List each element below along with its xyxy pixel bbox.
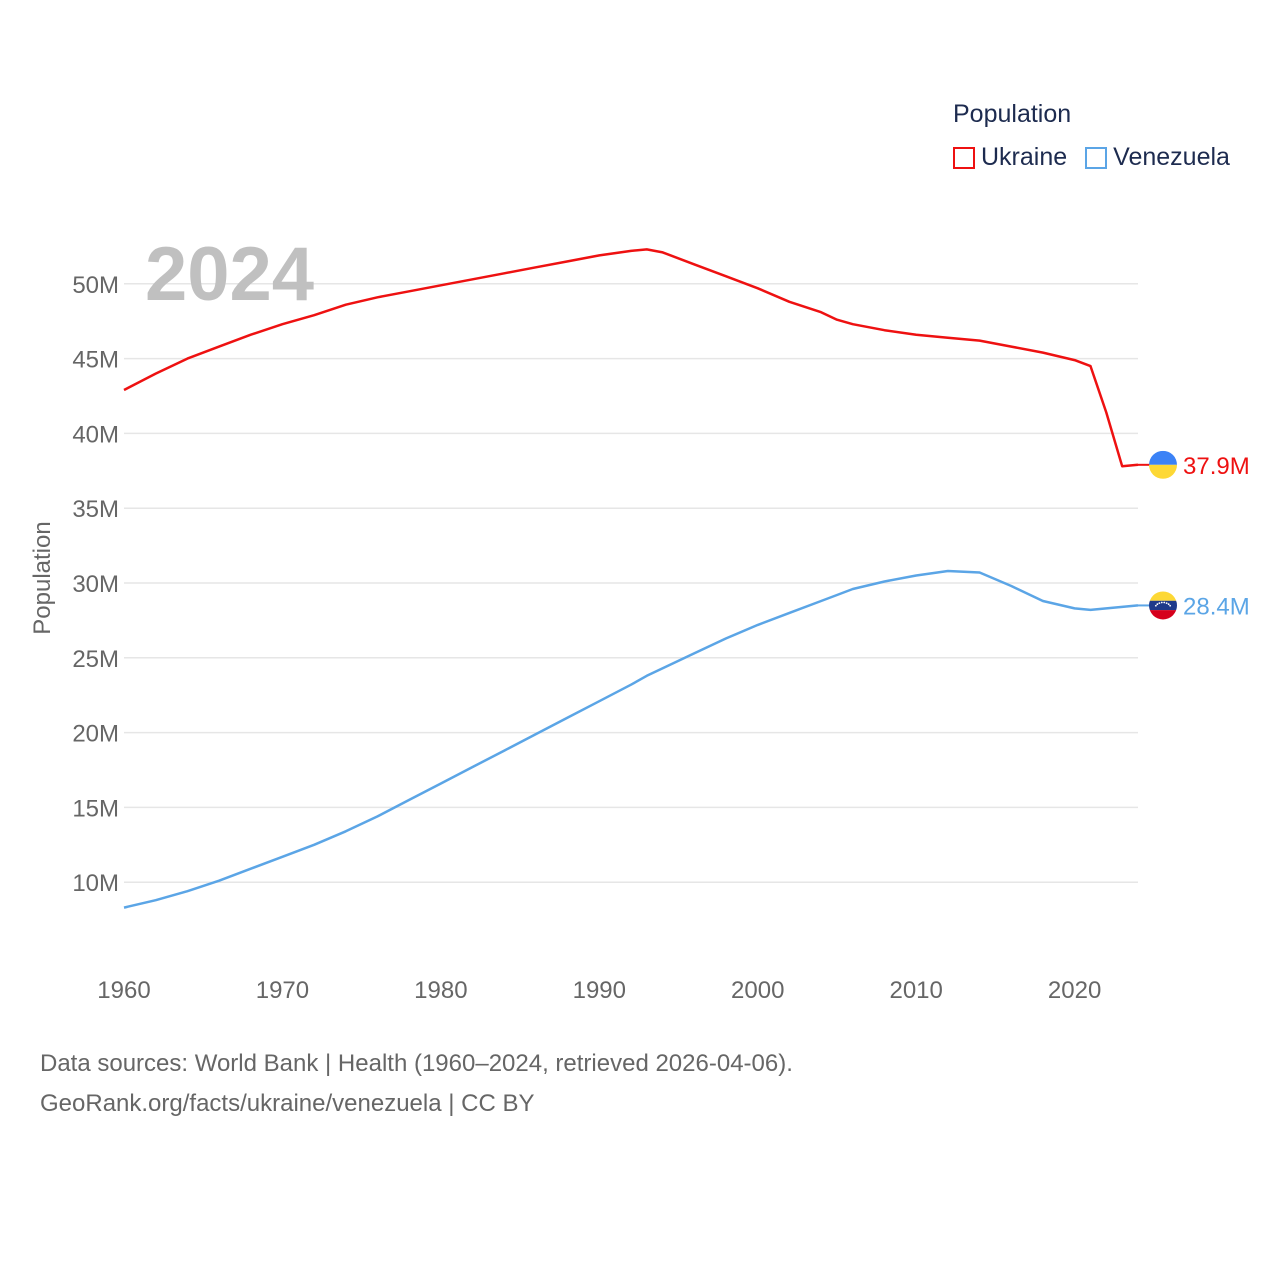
grid-lines (124, 283, 1138, 883)
footer: Data sources: World Bank | Health (1960–… (40, 1044, 793, 1124)
end-label-venezuela: 28.4M (1183, 593, 1250, 620)
end-markers: 37.9M 28.4M (1138, 450, 1250, 620)
series-line-venezuela (123, 569, 1139, 909)
flag-icon-ukraine (1149, 450, 1177, 479)
y-tick-label: 10M (72, 870, 119, 897)
y-axis-ticks: 10M 15M 20M 25M 30M 35M 40M 45M 50M (72, 272, 119, 897)
y-axis-label: Population (29, 521, 56, 634)
series-line-ukraine (123, 248, 1139, 468)
footer-sources: Data sources: World Bank | Health (1960–… (40, 1050, 793, 1077)
y-tick-label: 45M (72, 347, 119, 374)
legend-item-ukraine[interactable]: Ukraine (953, 143, 1067, 172)
x-tick-label: 2010 (889, 977, 942, 1004)
legend-item-venezuela[interactable]: Venezuela (1085, 143, 1230, 172)
y-tick-label: 25M (72, 646, 119, 673)
x-tick-label: 1990 (573, 977, 626, 1004)
x-tick-label: 1980 (414, 977, 467, 1004)
x-axis-ticks: 1960 1970 1980 1990 2000 2010 2020 (97, 977, 1101, 1004)
legend-label-ukraine: Ukraine (981, 143, 1068, 171)
legend-swatch-ukraine (953, 146, 975, 169)
x-tick-label: 1960 (97, 977, 150, 1004)
legend-swatch-venezuela (1085, 146, 1108, 169)
series-lines (123, 248, 1139, 909)
x-tick-label: 1970 (256, 977, 309, 1004)
y-tick-label: 15M (72, 795, 119, 822)
end-label-ukraine: 37.9M (1183, 453, 1250, 480)
year-label: 2024 (145, 232, 314, 317)
footer-link[interactable]: GeoRank.org/facts/ukraine/venezuela | CC… (40, 1090, 535, 1117)
y-tick-label: 20M (72, 721, 119, 748)
y-tick-label: 35M (72, 496, 119, 523)
legend-label-venezuela: Venezuela (1113, 143, 1230, 171)
y-tick-label: 40M (72, 421, 119, 448)
y-tick-label: 30M (72, 571, 119, 598)
y-tick-label: 50M (72, 272, 119, 299)
legend: Ukraine Venezuela (953, 143, 1248, 172)
legend-title: Population (953, 100, 1072, 128)
x-tick-label: 2020 (1048, 977, 1101, 1004)
flag-icon-venezuela (1149, 591, 1177, 620)
x-tick-label: 2000 (731, 977, 784, 1004)
